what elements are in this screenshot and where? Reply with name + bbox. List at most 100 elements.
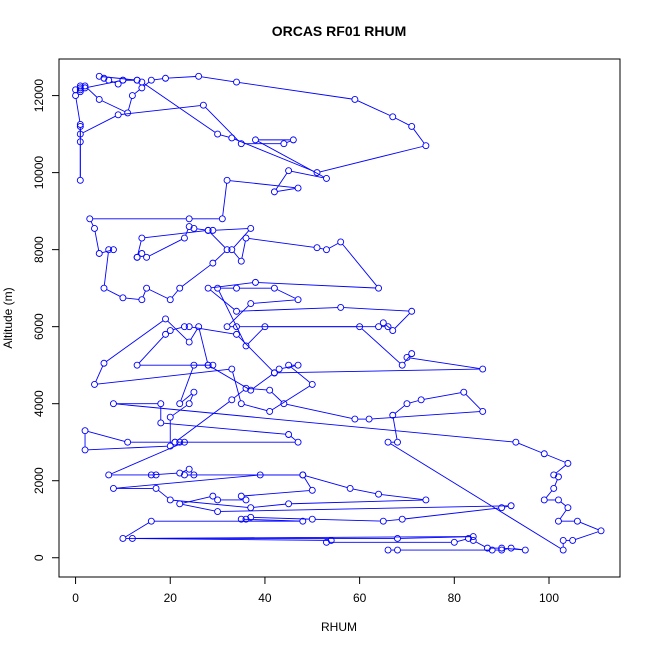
data-point [199,101,207,109]
series-segment [180,367,194,402]
data-point [124,438,132,446]
data-point [261,323,269,331]
data-point [394,535,401,542]
data-point [147,517,155,525]
series-segment [457,538,466,542]
series-segment [504,547,523,551]
series-segment [116,474,258,489]
data-point [242,496,250,504]
x-tick-label: 60 [353,591,367,605]
series-segment [305,475,348,489]
data-point [394,438,401,446]
data-point [356,323,364,331]
series-segment [185,229,189,236]
data-point [119,76,127,84]
data-series [72,72,605,554]
data-point [190,388,198,396]
chart-title: ORCAS RF01 RHUM [272,23,407,39]
series-segment [196,228,206,231]
series-segment [281,365,296,369]
data-point [540,450,548,458]
y-tick-label: 10000 [32,156,46,190]
data-point [555,496,562,504]
data-point [185,400,193,408]
y-axis-label: Altitude (m) [1,287,15,348]
data-point [559,536,567,544]
series-segment [163,422,286,435]
data-point [379,517,387,525]
data-point [209,492,217,500]
data-point [100,284,108,292]
series-segment [190,328,198,340]
series-segment [253,503,286,508]
data-point [109,400,117,408]
series-segment [211,282,253,289]
data-point [521,546,529,554]
data-point [176,469,184,477]
series-segment [97,368,229,385]
series-segment [372,411,480,420]
series-segment [94,231,100,251]
data-point [138,296,146,304]
data-point [337,238,345,246]
data-point [389,113,397,121]
data-point [569,536,577,544]
series-segment [244,518,300,522]
data-point [86,215,94,223]
data-point [138,250,146,257]
series-segment [173,327,182,331]
series-segment [87,431,125,442]
data-point [76,86,84,94]
y-axis: 0 2000 4000 6000 8000 10000 12000 [32,79,60,561]
x-axis-label: RHUM [321,620,357,634]
series-segment [201,76,234,83]
data-point [398,361,406,369]
data-point [147,76,155,84]
data-point [270,369,278,377]
data-point [327,536,335,544]
data-point [185,465,193,473]
data-point [308,380,316,388]
series-segment [142,290,146,298]
data-point [252,278,259,286]
series-segment [90,221,94,226]
data-point [166,327,174,334]
data-point [185,338,193,346]
data-point [138,234,146,242]
data-point [166,413,174,421]
data-point [228,365,236,373]
series-segment [149,239,182,257]
series-segment [234,138,315,172]
data-point [138,84,146,92]
data-point [223,246,231,254]
data-point [76,176,84,184]
data-point [550,471,558,479]
data-point [247,513,255,521]
data-point [417,396,425,404]
data-point [124,109,132,117]
data-point [389,327,397,334]
data-point [323,246,330,254]
series-segment [232,371,241,401]
data-point [488,546,496,554]
series-segment [303,477,312,489]
data-point [247,300,255,308]
data-point [384,546,392,554]
data-point [105,246,113,254]
data-point [214,130,222,138]
data-point [507,544,515,552]
series-segment [209,232,226,248]
data-point [398,515,406,523]
x-tick-label: 100 [539,591,559,605]
series-segment [286,140,291,144]
series-segment [128,98,133,111]
series-segment [244,404,267,412]
data-point [233,307,240,315]
series-segment [229,180,296,189]
data-point [555,517,562,525]
series-segment [88,445,168,451]
series-segment [559,509,567,519]
data-point [152,471,160,479]
data-point [81,446,89,454]
data-point [280,140,288,148]
